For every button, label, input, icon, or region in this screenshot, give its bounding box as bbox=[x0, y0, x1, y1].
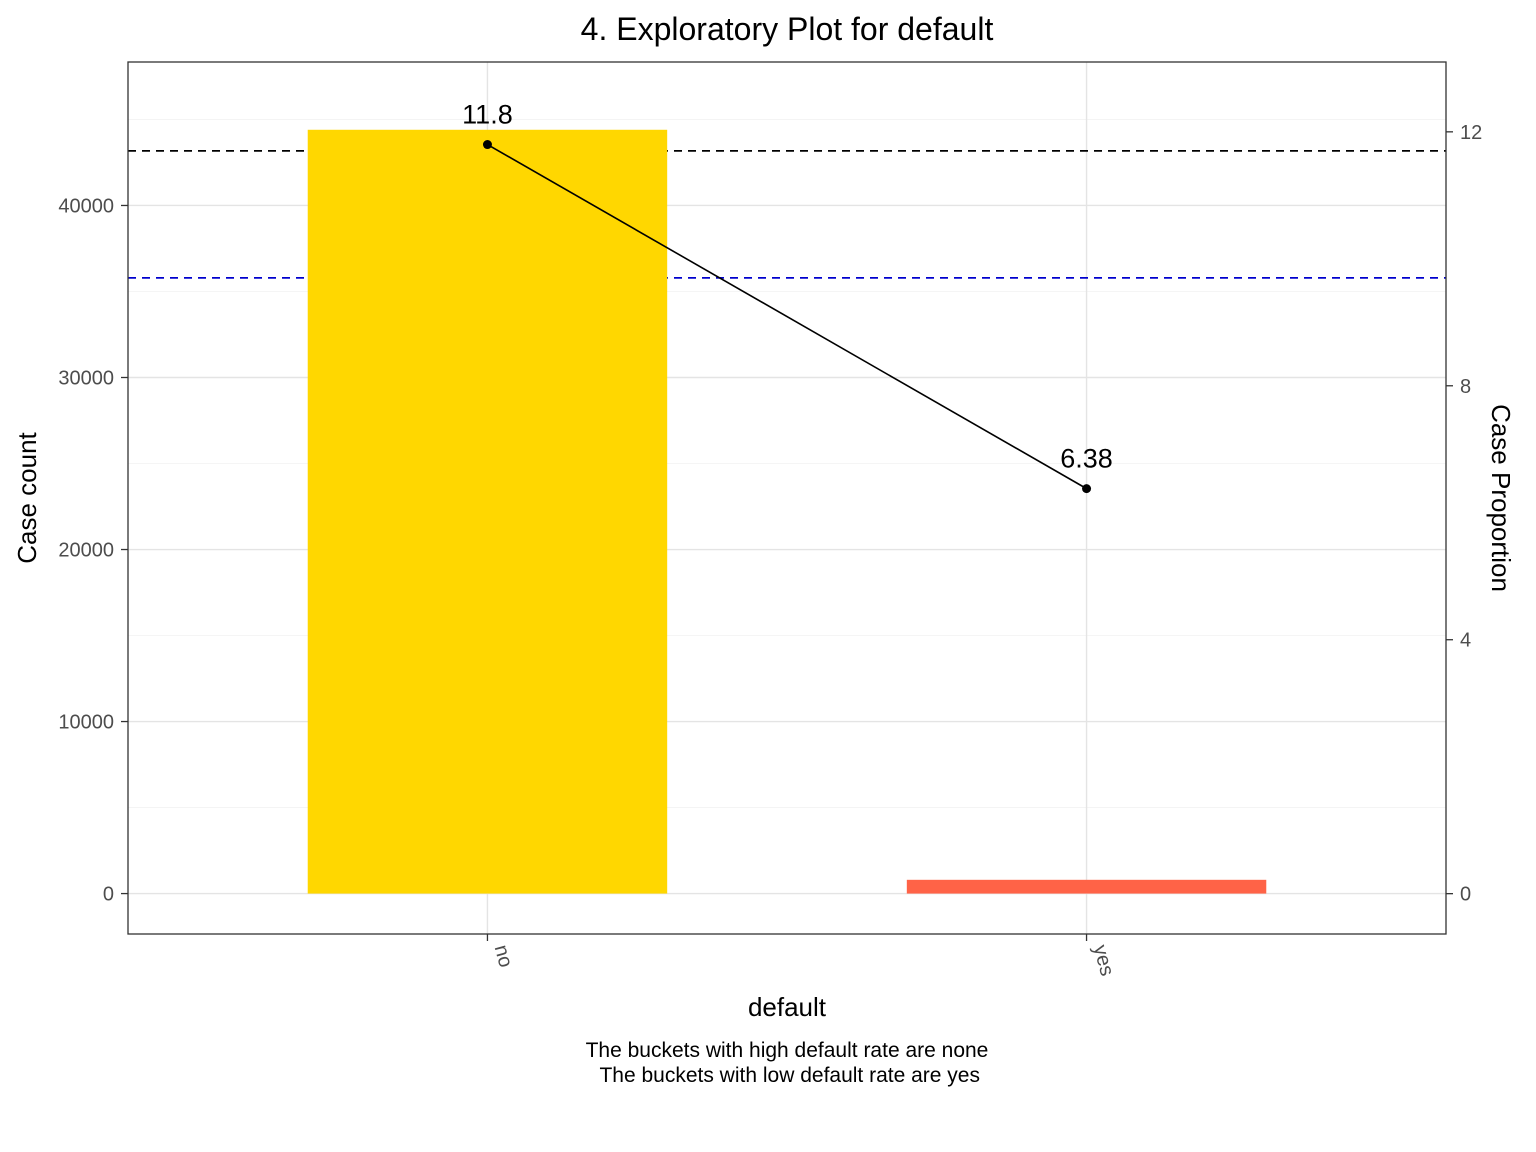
y2-tick-label: 0 bbox=[1460, 884, 1471, 906]
y-axis-title: Case count bbox=[12, 431, 42, 563]
caption-line-1: The buckets with high default rate are n… bbox=[586, 1039, 989, 1062]
y2-tick-label: 8 bbox=[1460, 376, 1471, 398]
y2-axis-title: Case Proportion bbox=[1486, 404, 1516, 592]
data-label-no: 11.8 bbox=[462, 100, 513, 130]
caption-line-2: The buckets with low default rate are ye… bbox=[594, 1064, 980, 1087]
y-tick-label: 20000 bbox=[58, 540, 114, 562]
bar-yes bbox=[906, 879, 1267, 894]
y-tick-label: 0 bbox=[103, 884, 114, 906]
y2-tick-label: 4 bbox=[1460, 630, 1471, 652]
proportion-point-yes bbox=[1082, 484, 1092, 494]
y-axis-left: 0 10000 20000 30000 40000 bbox=[58, 195, 128, 906]
x-tick-label-no: no bbox=[490, 943, 517, 970]
y-tick-label: 40000 bbox=[58, 195, 114, 217]
proportion-line bbox=[487, 143, 1087, 490]
y-tick-label: 10000 bbox=[58, 712, 114, 734]
y2-tick-label: 12 bbox=[1460, 122, 1482, 144]
x-axis: no yes bbox=[486, 934, 1118, 979]
x-tick-label-yes: yes bbox=[1089, 943, 1118, 979]
y-tick-label: 30000 bbox=[58, 367, 114, 389]
reference-lines bbox=[128, 149, 1446, 279]
chart-title: 4. Exploratory Plot for default bbox=[581, 11, 994, 47]
data-label-yes: 6.38 bbox=[1060, 444, 1113, 474]
panel-border bbox=[127, 61, 1447, 935]
proportion-line-series bbox=[482, 140, 1092, 494]
data-labels: 11.8 6.38 bbox=[462, 100, 1113, 474]
proportion-point-no bbox=[482, 140, 492, 150]
bar-no bbox=[307, 129, 668, 894]
x-axis-title: default bbox=[748, 992, 827, 1022]
y-axis-right: 0 4 8 12 bbox=[1446, 122, 1482, 906]
bars bbox=[307, 129, 1267, 894]
